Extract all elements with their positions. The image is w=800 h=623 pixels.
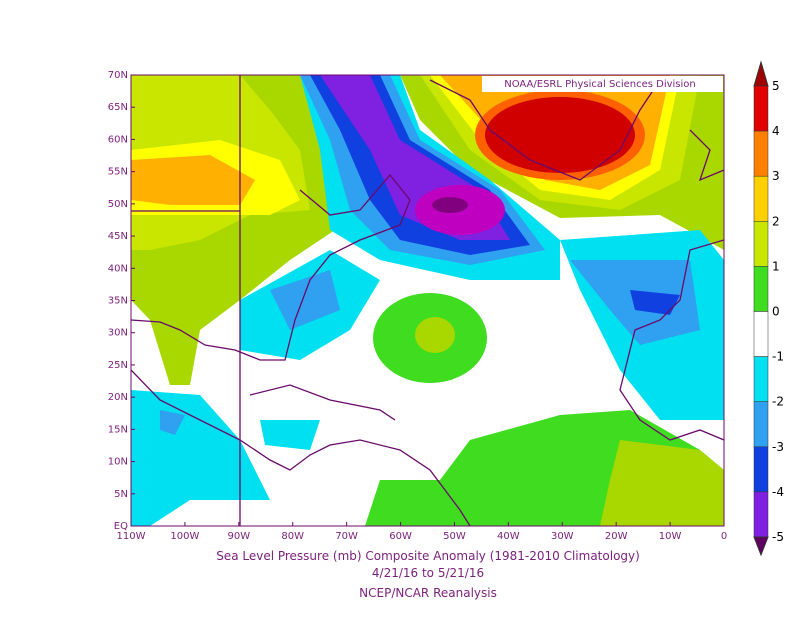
lat-label: 20N bbox=[108, 392, 128, 403]
colorbar-label: -3 bbox=[772, 440, 784, 454]
lat-label: 60N bbox=[108, 134, 128, 145]
colorbar-segment bbox=[753, 311, 769, 357]
colorbar-label: 4 bbox=[772, 124, 780, 138]
caption-title: Sea Level Pressure (mb) Composite Anomal… bbox=[216, 549, 640, 563]
colorbar-segment bbox=[753, 401, 769, 448]
lat-label: 10N bbox=[108, 457, 128, 468]
lat-label: 45N bbox=[108, 231, 128, 242]
colorbar-segment bbox=[753, 221, 769, 267]
lat-label: 65N bbox=[108, 102, 128, 113]
colorbar-segment bbox=[753, 446, 769, 493]
colorbar-label: -4 bbox=[772, 485, 784, 499]
lon-label: 20W bbox=[605, 531, 628, 542]
lat-label: 35N bbox=[108, 296, 128, 307]
lon-label: 30W bbox=[551, 531, 574, 542]
coastlines bbox=[131, 75, 724, 526]
colorbar-label: -5 bbox=[772, 530, 784, 544]
colorbar-label: 2 bbox=[772, 214, 780, 228]
credit-box bbox=[482, 76, 723, 92]
lon-label: 100W bbox=[170, 531, 199, 542]
lat-label: EQ bbox=[114, 521, 128, 532]
colorbar-segment bbox=[753, 130, 769, 177]
lat-label: 70N bbox=[108, 70, 128, 81]
lat-label: 5N bbox=[114, 489, 128, 500]
lon-label: 80W bbox=[281, 531, 304, 542]
lon-label: 70W bbox=[335, 531, 358, 542]
colorbar-label: 5 bbox=[772, 79, 780, 93]
lon-label: 60W bbox=[389, 531, 412, 542]
colorbar-label: 1 bbox=[772, 259, 780, 273]
lat-label: 15N bbox=[108, 424, 128, 435]
colorbar-segment bbox=[753, 175, 769, 222]
lat-label: 50N bbox=[108, 199, 128, 210]
lon-label: 50W bbox=[443, 531, 466, 542]
colorbar-arrow-bottom bbox=[753, 536, 769, 557]
lat-label: 30N bbox=[108, 328, 128, 339]
lat-label: 40N bbox=[108, 263, 128, 274]
lat-label: 25N bbox=[108, 360, 128, 371]
anomaly-field bbox=[131, 75, 724, 526]
lon-label: 0 bbox=[721, 531, 727, 542]
colorbar-segment bbox=[753, 491, 769, 538]
colorbar-label: -1 bbox=[772, 350, 784, 364]
colorbar-label: 3 bbox=[772, 169, 780, 183]
lon-label: 10W bbox=[659, 531, 682, 542]
caption-dates: 4/21/16 to 5/21/16 bbox=[372, 566, 484, 580]
colorbar-label: 0 bbox=[772, 305, 780, 319]
credit: NOAA/ESRL Physical Sciences Division bbox=[504, 79, 696, 90]
lat-label: 55N bbox=[108, 167, 128, 178]
caption-source: NCEP/NCAR Reanalysis bbox=[359, 586, 497, 600]
colorbar-segment bbox=[753, 356, 769, 402]
lon-label: 110W bbox=[117, 531, 146, 542]
lon-label: 90W bbox=[228, 531, 251, 542]
colorbar-segment bbox=[753, 85, 769, 132]
lon-label: 40W bbox=[497, 531, 520, 542]
colorbar-label: -2 bbox=[772, 395, 784, 409]
colorbar-segment bbox=[753, 266, 769, 312]
colorbar-arrow-top bbox=[753, 60, 769, 87]
